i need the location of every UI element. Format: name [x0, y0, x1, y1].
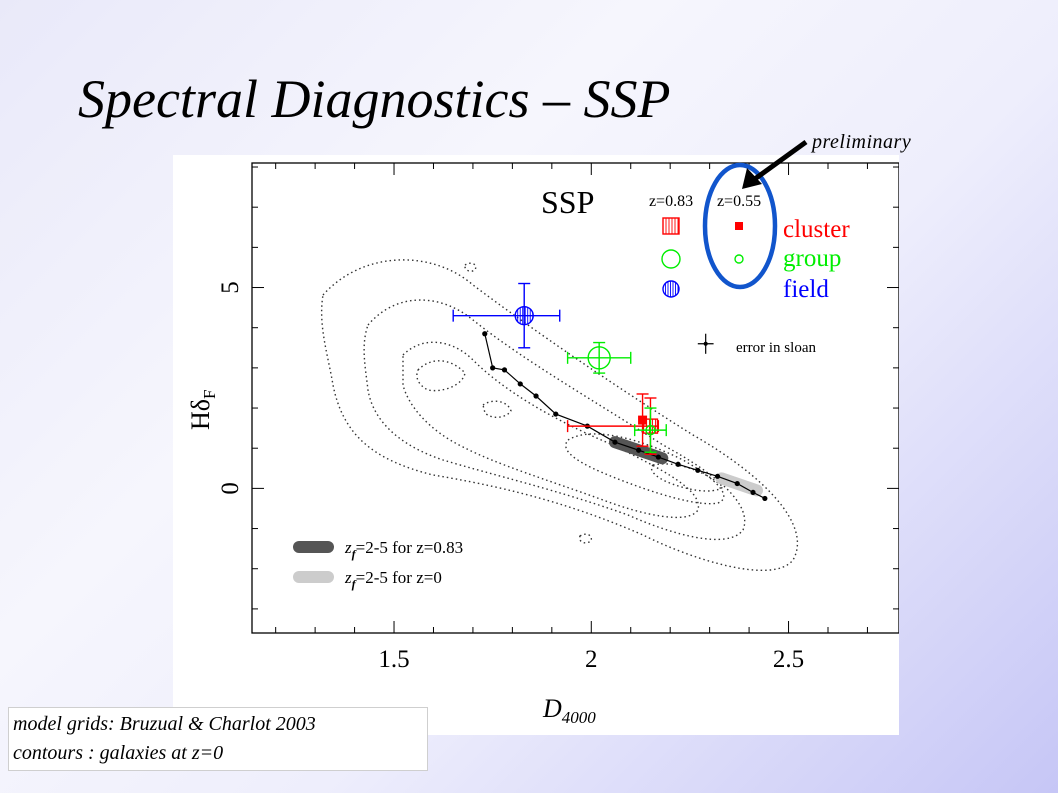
sloan-error-point [703, 341, 708, 346]
contour-6 [650, 463, 725, 492]
x-axis-label: D4000 [542, 694, 596, 727]
model-track-point [695, 467, 701, 473]
legend-label-field: field [783, 276, 829, 303]
contour-2 [363, 299, 746, 541]
x-axis-label-sub: 4000 [562, 708, 597, 727]
legend-field-z083-icon [662, 280, 680, 298]
plot-label-ssp: SSP [541, 184, 594, 220]
model-track-point [734, 480, 740, 487]
caption-line-contours: contours : galaxies at z=0 [13, 742, 224, 764]
model-track-point [501, 367, 508, 373]
contour-9 [578, 533, 593, 544]
model-track-point [655, 454, 661, 460]
model-track-point [553, 411, 559, 417]
ssp-diagnostic-chart: 1.5 2 2.5 0 5 D4000 HδF SSP z=0.83 z=0.55 cluster… [173, 155, 899, 735]
legend-label-cluster: cluster [783, 216, 850, 243]
legend-label-group: group [783, 245, 841, 272]
model-track-point [675, 461, 681, 467]
x-tick-label: 1.5 [378, 646, 409, 673]
band-legend-label: zf=2-5 for z=0 [344, 568, 442, 591]
model-track-line [484, 333, 766, 499]
model-track-point [482, 331, 488, 337]
model-track-point [762, 495, 768, 502]
legend-group-z083-icon [661, 249, 681, 269]
legend-group-z055-icon [734, 254, 744, 264]
contour-5 [565, 433, 725, 505]
y-tick-label: 5 [217, 281, 244, 294]
caption-line-models: model grids: Bruzual & Charlot 2003 [13, 713, 316, 735]
contour-4 [416, 360, 466, 392]
slide-title: Spectral Diagnostics – SSP [78, 69, 671, 129]
legend-cluster-z083-icon [662, 217, 680, 235]
model-track-point [517, 381, 523, 387]
plot-frame [251, 162, 899, 634]
legend-col-header: z=0.55 [717, 193, 761, 210]
model-track-point [490, 365, 496, 371]
x-tick-label: 2 [585, 646, 598, 673]
model-track-point [533, 393, 539, 399]
y-tick-label: 0 [217, 482, 244, 495]
contour-7 [482, 400, 512, 418]
group-z083-marker [587, 346, 611, 370]
band-legend-label: zf=2-5 for z=0.83 [344, 538, 463, 561]
contour-8 [464, 262, 477, 272]
y-axis-label: HδF [186, 390, 219, 431]
preliminary-tag: preliminary [812, 131, 912, 153]
model-track-point [612, 439, 618, 445]
model-track-point [714, 473, 721, 479]
legend-col-header: z=0.83 [649, 193, 693, 210]
y-axis-label-sub: F [200, 390, 219, 399]
contour-3 [402, 341, 700, 519]
model-track-point [636, 447, 642, 453]
model-track-point [750, 489, 756, 496]
group-z055-marker [645, 424, 656, 436]
caption-box: model grids: Bruzual & Charlot 2003 cont… [8, 707, 428, 771]
sloan-error-label: error in sloan [736, 340, 816, 356]
x-tick-label: 2.5 [773, 646, 804, 673]
legend-cluster-z055-icon [735, 222, 743, 230]
field-z083-marker [514, 305, 534, 326]
cluster-z055-marker [638, 415, 648, 425]
